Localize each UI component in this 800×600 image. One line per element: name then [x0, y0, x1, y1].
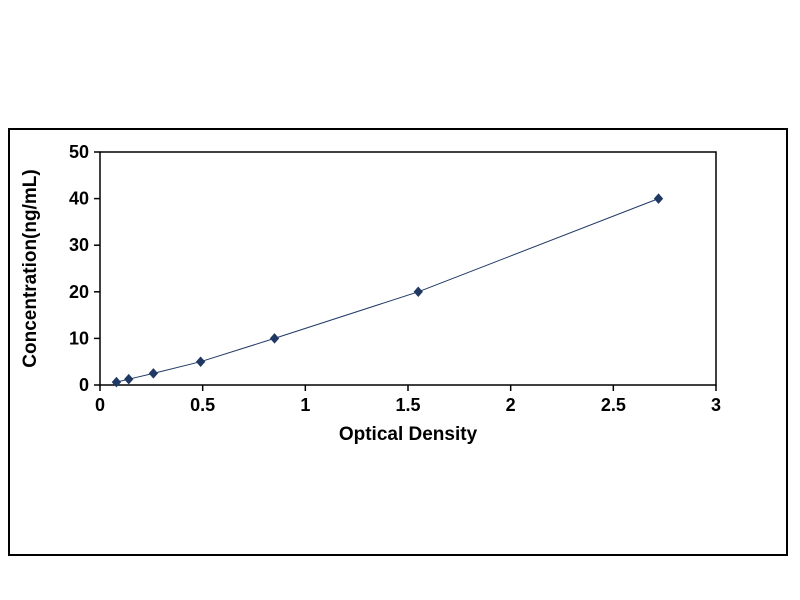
- x-tick-label: 0: [95, 395, 105, 415]
- data-point-marker: [413, 286, 423, 298]
- data-point-marker: [111, 376, 122, 388]
- series-line: [116, 198, 659, 383]
- y-tick-label: 40: [69, 189, 89, 209]
- x-axis-label: Optical Density: [339, 424, 478, 445]
- x-tick-label: 3: [711, 395, 721, 415]
- data-point-marker: [124, 373, 134, 385]
- x-tick-label: 2: [506, 395, 516, 415]
- y-tick-label: 20: [69, 282, 89, 302]
- plot-area-border: [99, 151, 717, 386]
- x-tick-label: 2.5: [601, 395, 626, 415]
- y-tick-label: 0: [79, 375, 89, 395]
- x-tick-label: 1.5: [395, 395, 420, 415]
- y-tick-label: 30: [69, 235, 89, 255]
- data-point-marker: [653, 193, 664, 204]
- y-tick-label: 10: [69, 328, 89, 348]
- data-point-marker: [195, 356, 206, 367]
- chart-frame: 0 0.5 1 1.5 2 2.5 3 0 10 20 30 40 50 Optical Density C…: [8, 128, 788, 556]
- data-point-marker: [269, 333, 280, 344]
- x-tick-label: 1: [300, 395, 310, 415]
- x-tick-label: 0.5: [190, 395, 215, 415]
- y-tick-label: 50: [69, 142, 89, 162]
- data-point-marker: [148, 368, 159, 379]
- y-axis-label: Concentration(ng/mL): [20, 169, 41, 367]
